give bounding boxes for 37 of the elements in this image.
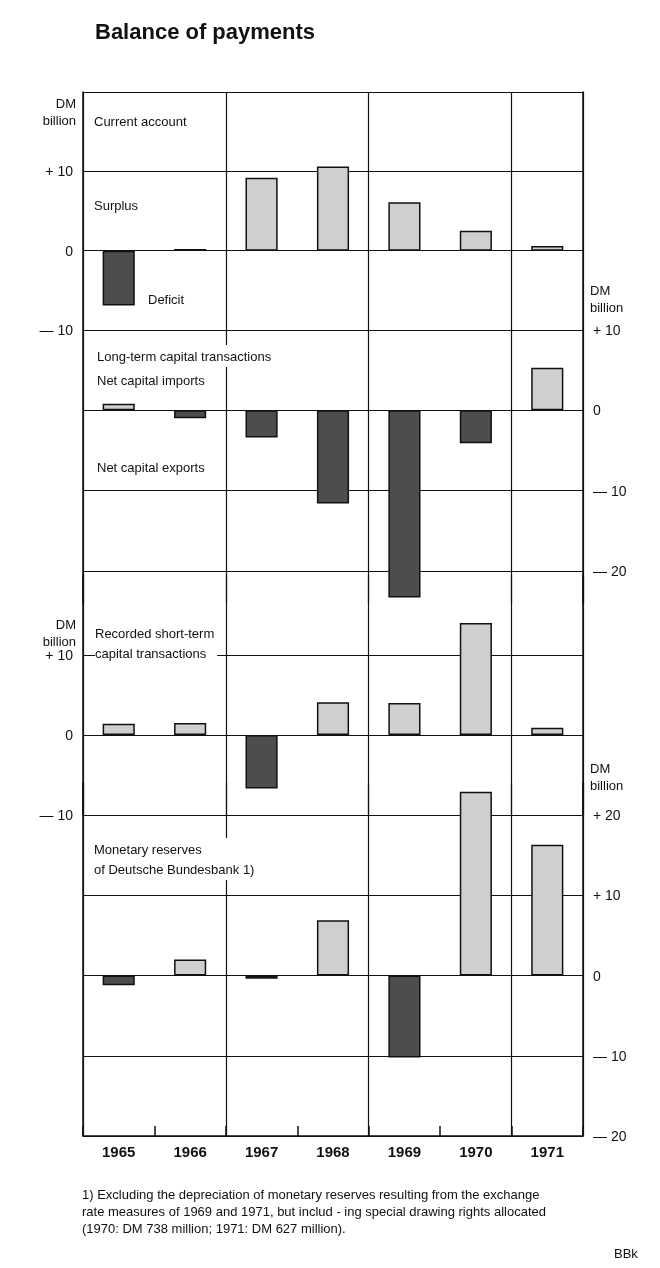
y-tick-label: 0 bbox=[65, 727, 74, 743]
text: Recorded short-term capital transactions bbox=[95, 625, 215, 661]
y-tick-label: — 10 bbox=[39, 322, 74, 338]
chart-title: Balance of payments bbox=[95, 18, 316, 44]
annotation: Surplus bbox=[94, 198, 139, 213]
y-tick-label: + 10 bbox=[45, 647, 74, 663]
text: Monetary reserves of Deutsche Bundesbank 1) bbox=[94, 841, 255, 877]
x-tick-label: 1970 bbox=[459, 1143, 493, 1160]
y2-tick-label: — 20 bbox=[593, 562, 627, 579]
y2-tick-label: — 20 bbox=[593, 1128, 627, 1144]
y-axis-title: DM billion bbox=[42, 96, 76, 128]
annotation: Deficit bbox=[148, 292, 185, 307]
y2-axis-title: DM billion bbox=[590, 761, 624, 793]
x-tick-label: 1965 bbox=[102, 1143, 136, 1160]
y2-tick-label: + 10 bbox=[593, 887, 621, 904]
x-tick-label: 1967 bbox=[244, 1143, 279, 1160]
text: BBk bbox=[614, 1246, 639, 1261]
annotation: Net capital imports bbox=[97, 373, 206, 388]
y2-tick-label: — 10 bbox=[593, 1047, 627, 1064]
text: 1) Excluding the depreciation of monetary reserves resulting from the exchange rate measures of 1969 and 1971, but includ - ing special drawing rights allocated (1970: DM 738 million; 1971: DM 627 million). bbox=[82, 1187, 550, 1236]
y-tick-label: 0 bbox=[65, 242, 74, 259]
y-tick-label: + 10 bbox=[45, 163, 74, 180]
y2-tick-label: 0 bbox=[593, 967, 601, 984]
y2-tick-label: 0 bbox=[593, 402, 601, 419]
x-tick-label: 1969 bbox=[387, 1143, 422, 1160]
x-tick-label: 1971 bbox=[530, 1143, 564, 1160]
y-axis-title: DM billion bbox=[42, 617, 76, 649]
annotation: Net capital exports bbox=[97, 460, 206, 475]
y2-axis-title: DM billion bbox=[590, 283, 624, 315]
y2-tick-label: — 10 bbox=[593, 482, 627, 499]
x-tick-label: 1966 bbox=[173, 1143, 207, 1160]
x-tick-label: 1968 bbox=[316, 1143, 350, 1160]
text: Long-term capital transactions bbox=[97, 348, 272, 364]
y2-tick-label: + 20 bbox=[593, 807, 621, 824]
y2-tick-label: + 10 bbox=[593, 322, 621, 338]
y-tick-label: — 10 bbox=[39, 807, 74, 823]
text: Current account bbox=[94, 114, 187, 129]
